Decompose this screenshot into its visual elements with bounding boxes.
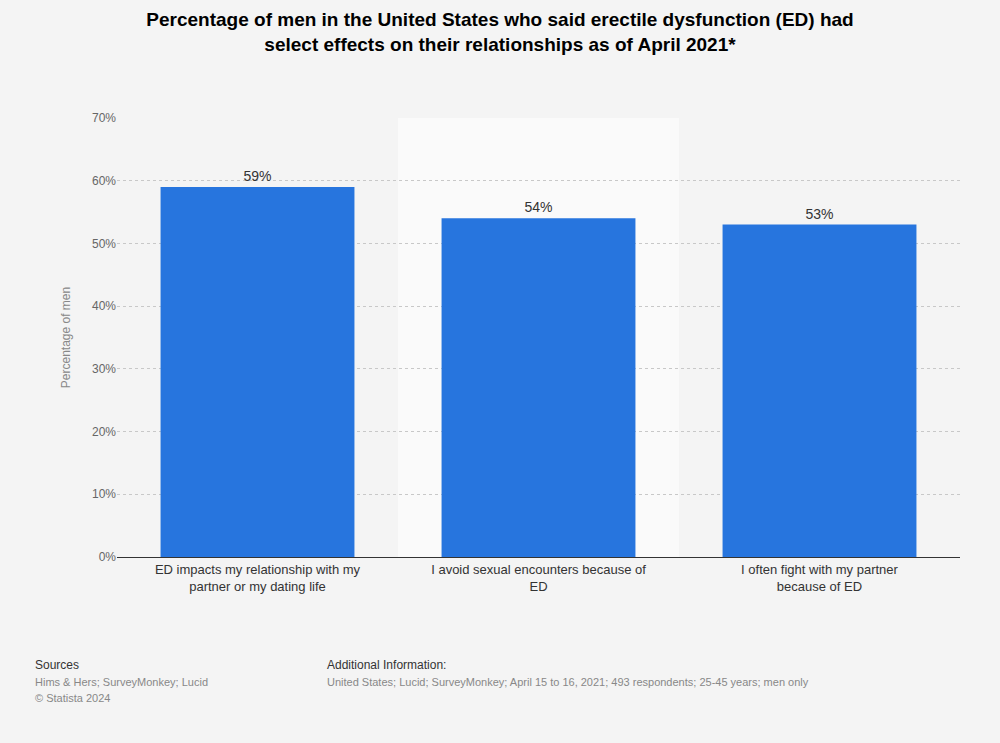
svg-text:53%: 53% [805,206,833,222]
svg-text:60%: 60% [92,174,116,188]
svg-text:30%: 30% [92,362,116,376]
svg-text:I avoid sexual encounters beca: I avoid sexual encounters because ofED [431,562,646,594]
svg-text:40%: 40% [92,299,116,313]
svg-text:ED impacts my relationship wit: ED impacts my relationship with mypartne… [155,562,361,594]
svg-text:© Statista 2024: © Statista 2024 [35,692,110,704]
svg-text:50%: 50% [92,237,116,251]
svg-text:70%: 70% [92,111,116,125]
svg-text:United States; Lucid; SurveyMo: United States; Lucid; SurveyMonkey; Apri… [327,676,809,688]
svg-text:59%: 59% [243,168,271,184]
svg-text:Hims & Hers; SurveyMonkey; Luc: Hims & Hers; SurveyMonkey; Lucid [35,676,208,688]
svg-text:10%: 10% [92,487,116,501]
svg-text:0%: 0% [99,550,117,564]
svg-text:Additional Information:: Additional Information: [327,658,446,672]
svg-text:20%: 20% [92,425,116,439]
svg-text:54%: 54% [524,199,552,215]
svg-text:Sources: Sources [35,658,79,672]
svg-text:Percentage of men in the Unite: Percentage of men in the United States w… [146,9,853,55]
svg-text:Percentage of men: Percentage of men [59,287,73,388]
svg-text:I often fight with my partnerb: I often fight with my partnerbecause of … [741,562,898,594]
